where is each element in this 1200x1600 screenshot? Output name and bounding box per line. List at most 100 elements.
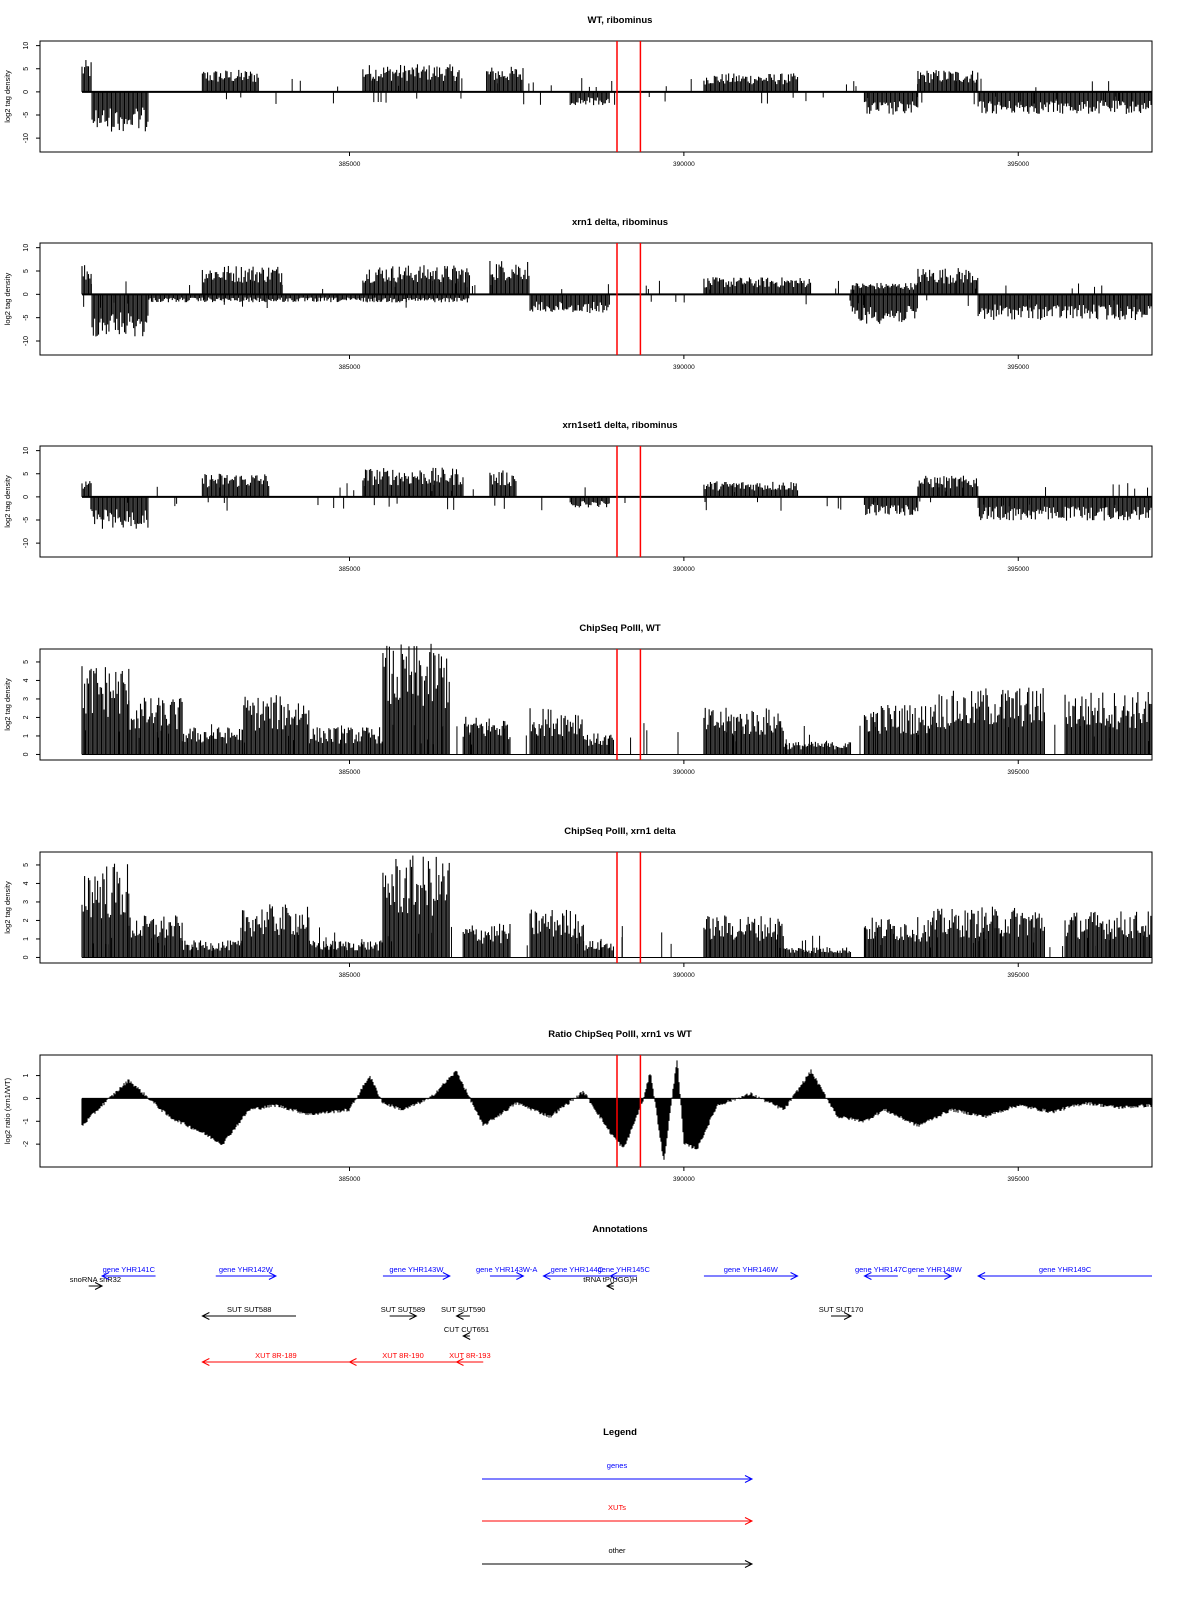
- plot-frame: [39, 445, 1153, 558]
- arrow-head: [516, 1272, 525, 1280]
- x-tick-label: 390000: [673, 769, 695, 776]
- feature-label: gene YHR144C: [551, 1265, 604, 1274]
- chart-title: Ratio ChipSeq PolII, xrn1 vs WT: [548, 1029, 692, 1040]
- y-tick-label: 0: [23, 955, 30, 959]
- y-tick-label: 5: [23, 863, 30, 867]
- feature-label: SUT SUT589: [381, 1305, 425, 1314]
- plot-frame: [39, 648, 1153, 761]
- feature-label: gene YHR142W: [219, 1265, 274, 1274]
- y-tick-label: 1: [23, 734, 30, 738]
- arrow-head: [863, 1272, 872, 1280]
- feature-label: gene YHR146W: [724, 1265, 779, 1274]
- plot-frame: [39, 1054, 1153, 1168]
- feature-label: XUT 8R-190: [382, 1351, 424, 1360]
- x-tick-label: 395000: [1007, 364, 1029, 371]
- y-tick-label: 5: [23, 472, 30, 476]
- y-tick-label: 10: [23, 42, 30, 50]
- feature-label: gene YHR147C: [855, 1265, 908, 1274]
- feature-label: XUT 8R-193: [449, 1351, 491, 1360]
- y-tick-label: 5: [23, 269, 30, 273]
- arrow-head: [442, 1272, 451, 1280]
- plot-frame: [39, 40, 1153, 153]
- x-tick-label: 390000: [673, 1176, 695, 1183]
- arrow-head: [268, 1272, 278, 1280]
- x-tick-label: 385000: [339, 972, 361, 979]
- y-tick-label: 2: [23, 715, 30, 719]
- legend-title: Legend: [603, 1427, 637, 1438]
- feature-label: gene YHR141C: [103, 1265, 156, 1274]
- arrow-head: [409, 1312, 418, 1320]
- arrow-head: [744, 1517, 754, 1525]
- y-tick-label: 2: [23, 918, 30, 922]
- arrow-head: [455, 1312, 464, 1320]
- x-tick-label: 395000: [1007, 161, 1029, 168]
- y-axis-label: log2 tag density: [3, 475, 12, 528]
- y-tick-label: 0: [23, 1096, 30, 1100]
- chart-title: xrn1set1 delta, ribominus: [562, 420, 677, 431]
- y-tick-label: 1: [23, 1074, 30, 1078]
- legend-label: other: [608, 1546, 626, 1555]
- feature-label: XUT 8R-189: [255, 1351, 297, 1360]
- feature-label: gene YHR143W-A: [476, 1265, 537, 1274]
- y-tick-label: 0: [23, 292, 30, 296]
- arrow-head: [744, 1475, 754, 1483]
- x-tick-label: 395000: [1007, 972, 1029, 979]
- arrow-head: [201, 1358, 210, 1366]
- x-tick-label: 395000: [1007, 566, 1029, 573]
- feature-label: CUT CUT651: [444, 1325, 489, 1334]
- y-tick-label: -5: [23, 517, 30, 523]
- chart-title: WT, ribominus: [588, 15, 653, 26]
- feature-label: SUT SUT170: [819, 1305, 863, 1314]
- x-tick-label: 385000: [339, 566, 361, 573]
- y-tick-label: -10: [23, 336, 30, 346]
- y-tick-label: 3: [23, 900, 30, 904]
- plot-frame: [39, 242, 1153, 356]
- arrow-head: [944, 1272, 953, 1280]
- arrow-head: [790, 1272, 799, 1280]
- arrow-head: [744, 1560, 754, 1568]
- y-tick-label: -10: [23, 538, 30, 548]
- feature-label: SUT SUT590: [441, 1305, 485, 1314]
- y-tick-label: 10: [23, 447, 30, 455]
- chart-title: ChipSeq PolII, WT: [579, 623, 660, 634]
- feature-label: gene YHR145C: [597, 1265, 650, 1274]
- y-tick-label: -10: [23, 133, 30, 143]
- y-axis-label: log2 tag density: [3, 70, 12, 123]
- arrow-head: [843, 1312, 853, 1320]
- y-axis-label: log2 tag density: [3, 272, 12, 325]
- feature-label: snoRNA snR32: [70, 1275, 121, 1284]
- feature-label: tRNA tP(UGG)H: [583, 1275, 637, 1284]
- feature-label: gene YHR143W: [389, 1265, 444, 1274]
- feature-label: gene YHR148W: [908, 1265, 963, 1274]
- x-tick-label: 385000: [339, 1176, 361, 1183]
- y-tick-label: 0: [23, 752, 30, 756]
- y-tick-label: 0: [23, 495, 30, 499]
- y-tick-label: -1: [23, 1118, 30, 1124]
- y-tick-label: 5: [23, 67, 30, 71]
- y-tick-label: 1: [23, 937, 30, 941]
- chart-title: ChipSeq PolII, xrn1 delta: [564, 826, 676, 837]
- x-tick-label: 395000: [1007, 769, 1029, 776]
- x-tick-label: 390000: [673, 566, 695, 573]
- y-tick-label: 4: [23, 678, 30, 682]
- arrow-head: [462, 1332, 471, 1340]
- arrow-head: [542, 1272, 551, 1280]
- arrow-head: [977, 1272, 986, 1280]
- arrow-head: [455, 1358, 464, 1366]
- x-tick-label: 395000: [1007, 1176, 1029, 1183]
- y-tick-label: 4: [23, 881, 30, 885]
- y-tick-label: 3: [23, 697, 30, 701]
- y-tick-label: 10: [23, 244, 30, 252]
- y-tick-label: 0: [23, 90, 30, 94]
- y-tick-label: 5: [23, 660, 30, 664]
- x-tick-label: 390000: [673, 161, 695, 168]
- arrow-head: [348, 1358, 357, 1366]
- x-tick-label: 385000: [339, 769, 361, 776]
- y-axis-label: log2 tag density: [3, 678, 12, 731]
- x-tick-label: 390000: [673, 972, 695, 979]
- arrow-head: [605, 1282, 615, 1290]
- plot-frame: [39, 851, 1153, 964]
- arrow-head: [100, 1272, 110, 1280]
- legend-label: genes: [607, 1461, 628, 1470]
